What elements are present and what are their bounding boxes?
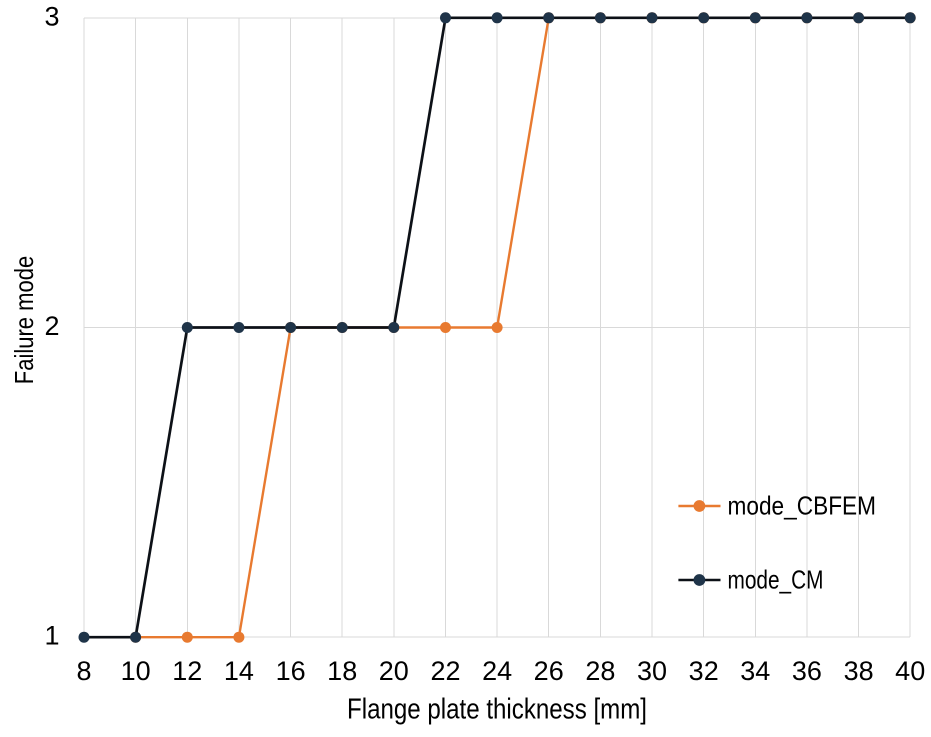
svg-text:16: 16 [276,656,306,686]
svg-text:Failure mode: Failure mode [9,256,39,385]
svg-text:36: 36 [792,656,822,686]
svg-text:12: 12 [172,656,202,686]
svg-text:26: 26 [534,656,564,686]
svg-text:mode_CBFEM: mode_CBFEM [728,491,877,521]
svg-text:20: 20 [379,656,409,686]
svg-text:10: 10 [121,656,151,686]
svg-text:8: 8 [76,656,91,686]
svg-text:30: 30 [637,656,667,686]
svg-text:3: 3 [44,2,59,32]
svg-text:24: 24 [482,656,512,686]
svg-text:38: 38 [844,656,874,686]
svg-text:Flange plate thickness [mm]: Flange plate thickness [mm] [347,694,647,726]
svg-text:32: 32 [689,656,719,686]
svg-text:18: 18 [327,656,357,686]
svg-text:2: 2 [44,311,59,341]
svg-text:1: 1 [44,621,59,651]
svg-text:34: 34 [740,656,770,686]
svg-text:40: 40 [895,656,925,686]
svg-text:14: 14 [224,656,254,686]
svg-text:28: 28 [585,656,615,686]
svg-text:mode_CM: mode_CM [728,565,824,595]
svg-text:22: 22 [430,656,460,686]
